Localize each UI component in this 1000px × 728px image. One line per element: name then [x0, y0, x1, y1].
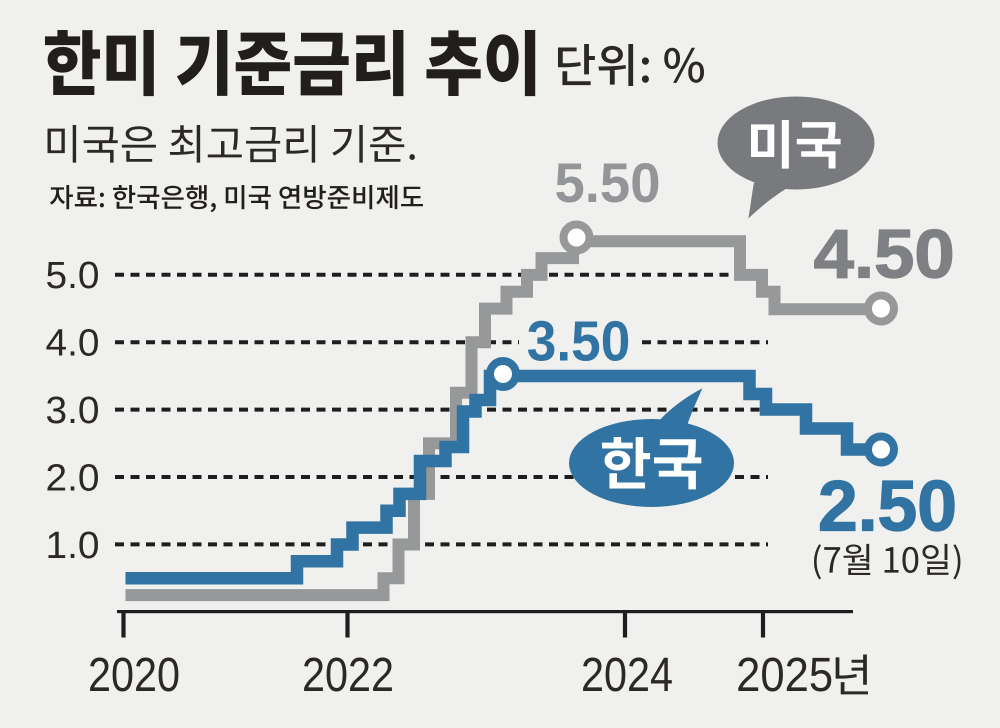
svg-text:2020: 2020	[88, 649, 180, 702]
svg-text:3.0: 3.0	[46, 390, 100, 432]
svg-text:5.0: 5.0	[46, 255, 100, 297]
svg-text:2024: 2024	[581, 649, 673, 702]
svg-text:2.0: 2.0	[46, 457, 100, 499]
svg-text:3.50: 3.50	[527, 309, 631, 373]
svg-text:2.50: 2.50	[818, 467, 957, 546]
svg-text:4.50: 4.50	[814, 216, 955, 293]
svg-text:1.0: 1.0	[46, 525, 100, 567]
svg-text:4.0: 4.0	[46, 323, 100, 365]
svg-text:2022: 2022	[302, 649, 394, 702]
svg-text:5.50: 5.50	[555, 152, 661, 214]
svg-text:2025: 2025	[736, 649, 833, 702]
